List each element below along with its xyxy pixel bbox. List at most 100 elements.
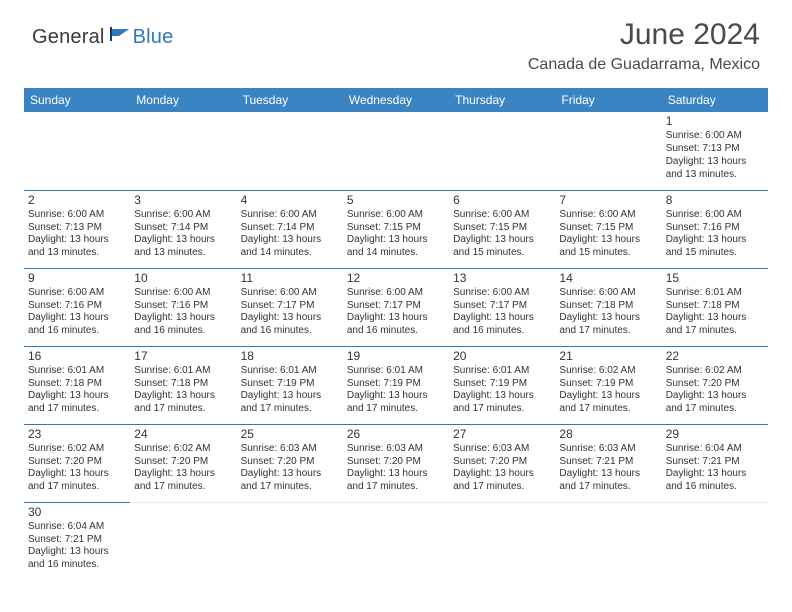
sunrise-line: Sunrise: 6:03 AM	[241, 443, 339, 456]
calendar-cell: 18Sunrise: 6:01 AMSunset: 7:19 PMDayligh…	[237, 346, 343, 424]
daylight-line: Daylight: 13 hours and 17 minutes.	[134, 390, 232, 416]
calendar-week-row: 2Sunrise: 6:00 AMSunset: 7:13 PMDaylight…	[24, 190, 768, 268]
calendar-cell: 24Sunrise: 6:02 AMSunset: 7:20 PMDayligh…	[130, 424, 236, 502]
sunrise-line: Sunrise: 6:03 AM	[347, 443, 445, 456]
weekday-header: Tuesday	[237, 88, 343, 112]
calendar-cell: 21Sunrise: 6:02 AMSunset: 7:19 PMDayligh…	[555, 346, 661, 424]
sunrise-line: Sunrise: 6:00 AM	[666, 130, 764, 143]
calendar-week-row: 9Sunrise: 6:00 AMSunset: 7:16 PMDaylight…	[24, 268, 768, 346]
calendar-cell	[449, 112, 555, 190]
day-number: 8	[666, 193, 764, 208]
calendar-cell: 11Sunrise: 6:00 AMSunset: 7:17 PMDayligh…	[237, 268, 343, 346]
calendar-cell: 17Sunrise: 6:01 AMSunset: 7:18 PMDayligh…	[130, 346, 236, 424]
calendar-cell: 19Sunrise: 6:01 AMSunset: 7:19 PMDayligh…	[343, 346, 449, 424]
sunset-line: Sunset: 7:19 PM	[241, 378, 339, 391]
calendar-cell: 14Sunrise: 6:00 AMSunset: 7:18 PMDayligh…	[555, 268, 661, 346]
daylight-line: Daylight: 13 hours and 17 minutes.	[28, 468, 126, 494]
location: Canada de Guadarrama, Mexico	[528, 56, 760, 74]
day-number: 5	[347, 193, 445, 208]
calendar-cell: 1Sunrise: 6:00 AMSunset: 7:13 PMDaylight…	[662, 112, 768, 190]
day-number: 22	[666, 349, 764, 364]
sunrise-line: Sunrise: 6:00 AM	[28, 209, 126, 222]
sunrise-line: Sunrise: 6:00 AM	[347, 287, 445, 300]
day-number: 28	[559, 427, 657, 442]
sunrise-line: Sunrise: 6:02 AM	[134, 443, 232, 456]
weekday-header: Sunday	[24, 88, 130, 112]
day-number: 4	[241, 193, 339, 208]
daylight-line: Daylight: 13 hours and 13 minutes.	[28, 234, 126, 260]
calendar-cell: 28Sunrise: 6:03 AMSunset: 7:21 PMDayligh…	[555, 424, 661, 502]
sunrise-line: Sunrise: 6:03 AM	[453, 443, 551, 456]
sunrise-line: Sunrise: 6:00 AM	[241, 209, 339, 222]
day-number: 24	[134, 427, 232, 442]
daylight-line: Daylight: 13 hours and 17 minutes.	[134, 468, 232, 494]
sunrise-line: Sunrise: 6:00 AM	[666, 209, 764, 222]
sunset-line: Sunset: 7:20 PM	[134, 456, 232, 469]
daylight-line: Daylight: 13 hours and 14 minutes.	[347, 234, 445, 260]
calendar-cell: 29Sunrise: 6:04 AMSunset: 7:21 PMDayligh…	[662, 424, 768, 502]
sunset-line: Sunset: 7:17 PM	[453, 300, 551, 313]
sunset-line: Sunset: 7:20 PM	[241, 456, 339, 469]
sunset-line: Sunset: 7:14 PM	[134, 222, 232, 235]
day-number: 27	[453, 427, 551, 442]
sunrise-line: Sunrise: 6:00 AM	[559, 287, 657, 300]
sunset-line: Sunset: 7:18 PM	[28, 378, 126, 391]
calendar-cell: 16Sunrise: 6:01 AMSunset: 7:18 PMDayligh…	[24, 346, 130, 424]
sunset-line: Sunset: 7:20 PM	[28, 456, 126, 469]
weekday-header: Wednesday	[343, 88, 449, 112]
calendar-week-row: 30Sunrise: 6:04 AMSunset: 7:21 PMDayligh…	[24, 502, 768, 580]
daylight-line: Daylight: 13 hours and 17 minutes.	[666, 390, 764, 416]
daylight-line: Daylight: 13 hours and 17 minutes.	[453, 390, 551, 416]
brand-logo: General Blue	[32, 18, 173, 49]
day-number: 17	[134, 349, 232, 364]
calendar-cell: 26Sunrise: 6:03 AMSunset: 7:20 PMDayligh…	[343, 424, 449, 502]
sunrise-line: Sunrise: 6:01 AM	[28, 365, 126, 378]
weekday-header: Friday	[555, 88, 661, 112]
daylight-line: Daylight: 13 hours and 17 minutes.	[241, 468, 339, 494]
sunset-line: Sunset: 7:15 PM	[347, 222, 445, 235]
calendar-cell: 3Sunrise: 6:00 AMSunset: 7:14 PMDaylight…	[130, 190, 236, 268]
day-number: 15	[666, 271, 764, 286]
daylight-line: Daylight: 13 hours and 15 minutes.	[666, 234, 764, 260]
sunrise-line: Sunrise: 6:00 AM	[453, 209, 551, 222]
day-number: 19	[347, 349, 445, 364]
daylight-line: Daylight: 13 hours and 14 minutes.	[241, 234, 339, 260]
day-number: 30	[28, 505, 126, 520]
daylight-line: Daylight: 13 hours and 16 minutes.	[666, 468, 764, 494]
sunset-line: Sunset: 7:17 PM	[347, 300, 445, 313]
sunrise-line: Sunrise: 6:04 AM	[28, 521, 126, 534]
daylight-line: Daylight: 13 hours and 17 minutes.	[347, 390, 445, 416]
daylight-line: Daylight: 13 hours and 16 minutes.	[28, 546, 126, 572]
daylight-line: Daylight: 13 hours and 16 minutes.	[28, 312, 126, 338]
sunset-line: Sunset: 7:18 PM	[666, 300, 764, 313]
day-number: 1	[666, 114, 764, 129]
header: General Blue June 2024 Canada de Guadarr…	[0, 0, 792, 80]
sunset-line: Sunset: 7:21 PM	[559, 456, 657, 469]
sunset-line: Sunset: 7:20 PM	[666, 378, 764, 391]
daylight-line: Daylight: 13 hours and 13 minutes.	[134, 234, 232, 260]
calendar-cell	[555, 502, 661, 580]
daylight-line: Daylight: 13 hours and 15 minutes.	[453, 234, 551, 260]
calendar-cell	[24, 112, 130, 190]
calendar-cell: 7Sunrise: 6:00 AMSunset: 7:15 PMDaylight…	[555, 190, 661, 268]
calendar-cell	[343, 502, 449, 580]
sunrise-line: Sunrise: 6:00 AM	[241, 287, 339, 300]
sunset-line: Sunset: 7:19 PM	[347, 378, 445, 391]
month-title: June 2024	[528, 18, 760, 52]
sunrise-line: Sunrise: 6:00 AM	[134, 209, 232, 222]
calendar-cell: 8Sunrise: 6:00 AMSunset: 7:16 PMDaylight…	[662, 190, 768, 268]
daylight-line: Daylight: 13 hours and 17 minutes.	[559, 468, 657, 494]
calendar-cell: 2Sunrise: 6:00 AMSunset: 7:13 PMDaylight…	[24, 190, 130, 268]
calendar-cell: 22Sunrise: 6:02 AMSunset: 7:20 PMDayligh…	[662, 346, 768, 424]
sunset-line: Sunset: 7:18 PM	[559, 300, 657, 313]
day-number: 10	[134, 271, 232, 286]
day-number: 9	[28, 271, 126, 286]
sunrise-line: Sunrise: 6:04 AM	[666, 443, 764, 456]
calendar-cell: 15Sunrise: 6:01 AMSunset: 7:18 PMDayligh…	[662, 268, 768, 346]
weekday-header-row: Sunday Monday Tuesday Wednesday Thursday…	[24, 88, 768, 112]
calendar-cell: 5Sunrise: 6:00 AMSunset: 7:15 PMDaylight…	[343, 190, 449, 268]
sunset-line: Sunset: 7:21 PM	[28, 534, 126, 547]
calendar-cell: 20Sunrise: 6:01 AMSunset: 7:19 PMDayligh…	[449, 346, 555, 424]
sunset-line: Sunset: 7:20 PM	[453, 456, 551, 469]
brand-general: General	[32, 26, 105, 49]
